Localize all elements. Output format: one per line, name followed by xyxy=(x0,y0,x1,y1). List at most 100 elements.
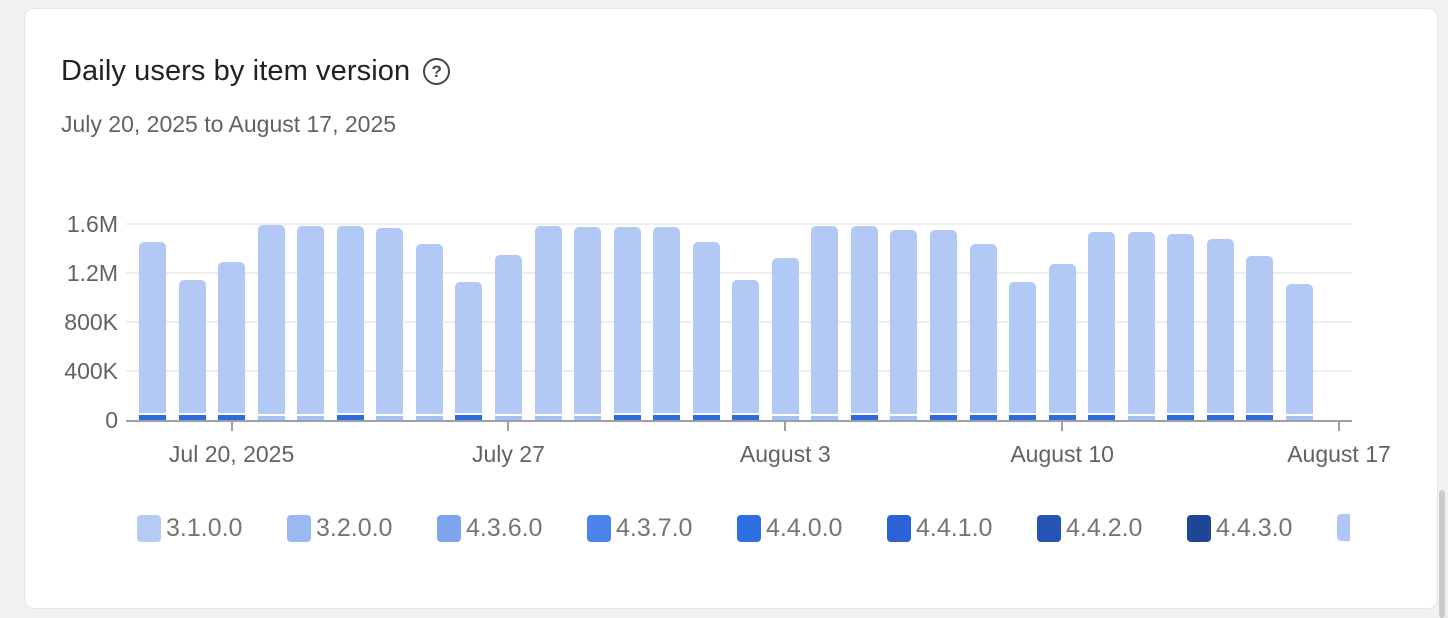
bar[interactable] xyxy=(534,226,562,420)
bar[interactable] xyxy=(1246,256,1274,420)
bar[interactable] xyxy=(1048,264,1076,420)
bar[interactable] xyxy=(574,227,602,420)
page-title: Daily users by item version xyxy=(61,55,411,87)
y-axis-label: 0 xyxy=(105,407,118,433)
x-axis-tick xyxy=(230,422,233,431)
bar-segment-main xyxy=(336,226,364,413)
bar-segment-main xyxy=(257,225,285,414)
bar[interactable] xyxy=(376,228,404,420)
bar-segment-main xyxy=(297,226,325,414)
bar[interactable] xyxy=(218,262,246,420)
bar-segment-accent xyxy=(1167,415,1195,420)
bar[interactable] xyxy=(1009,282,1037,420)
x-axis-label: July 27 xyxy=(472,441,545,467)
daily-users-chart: 1.6M 1.2M 800K 400K 0 Jul 20, 2025 July 27 Aug… xyxy=(25,9,1437,608)
bar-segment-accent xyxy=(455,415,483,420)
bar-segment-gap xyxy=(850,413,878,415)
bar-segment-main xyxy=(1167,234,1195,413)
legend-swatch xyxy=(887,515,911,542)
bar[interactable] xyxy=(692,242,720,420)
bar-segment-gap xyxy=(534,414,562,416)
bar-segment-gap xyxy=(1167,413,1195,415)
bar-segment-gap xyxy=(218,413,246,415)
bar-segment-main xyxy=(653,227,681,413)
legend-item-3-2-0-0: 3.2.0.0 xyxy=(287,514,392,543)
bar[interactable] xyxy=(1206,239,1234,420)
bar-segment-gap xyxy=(811,414,839,416)
legend-label: 3.1.0.0 xyxy=(166,514,243,542)
bar-segment-gap xyxy=(139,413,166,415)
bar[interactable] xyxy=(178,280,206,420)
bar-segment-gap xyxy=(969,413,997,415)
bar-segment-accent xyxy=(930,415,957,420)
bar[interactable] xyxy=(257,225,285,420)
legend-swatch xyxy=(587,515,611,542)
bar[interactable] xyxy=(771,258,799,420)
bar-segment-main xyxy=(178,280,206,413)
bar-segment-accent xyxy=(969,415,997,420)
help-icon[interactable]: ? xyxy=(423,58,451,85)
bar[interactable] xyxy=(494,255,522,420)
x-axis-label: August 3 xyxy=(739,441,831,467)
gridline xyxy=(126,223,1352,225)
bar-segment-accent xyxy=(376,416,404,420)
legend-label: 4.4.3.0 xyxy=(1216,514,1293,542)
legend-item-4-3-6-0: 4.3.6.0 xyxy=(437,514,542,543)
bar-segment-gap xyxy=(376,414,404,416)
bar-segment-accent xyxy=(692,415,720,420)
bar[interactable] xyxy=(653,227,681,420)
bar-segment-main xyxy=(1088,232,1116,413)
bar-segment-accent xyxy=(574,416,602,420)
bar[interactable] xyxy=(969,244,997,420)
page-scrollbar-thumb[interactable] xyxy=(1439,490,1445,618)
legend-item-4-4-3-0: 4.4.3.0 xyxy=(1187,514,1292,543)
bar-segment-accent xyxy=(811,416,839,420)
bar[interactable] xyxy=(1088,232,1116,420)
bar-segment-main xyxy=(732,280,760,413)
bar[interactable] xyxy=(1127,232,1155,420)
bar[interactable] xyxy=(1167,234,1195,420)
plot-area xyxy=(126,223,1352,420)
y-axis-label: 1.6M xyxy=(66,211,118,237)
bar[interactable] xyxy=(336,226,364,420)
bar-segment-main xyxy=(534,226,562,414)
bar-segment-main xyxy=(455,282,483,413)
bar-segment-accent xyxy=(297,416,325,420)
bar-segment-gap xyxy=(771,414,799,416)
bar[interactable] xyxy=(455,282,483,420)
bar[interactable] xyxy=(930,230,957,420)
bar-segment-main xyxy=(1009,282,1037,413)
date-range: July 20, 2025 to August 17, 2025 xyxy=(61,111,397,137)
bar[interactable] xyxy=(415,244,443,420)
bar[interactable] xyxy=(732,280,760,420)
bar[interactable] xyxy=(850,226,878,420)
y-axis-label: 400K xyxy=(64,358,118,384)
bar-segment-accent xyxy=(336,415,364,420)
bar-segment-main xyxy=(376,228,404,414)
bar-segment-accent xyxy=(1206,415,1234,420)
bar-segment-main xyxy=(415,244,443,414)
bar-segment-main xyxy=(494,255,522,414)
bar[interactable] xyxy=(613,227,641,420)
bar-segment-accent xyxy=(1048,415,1076,420)
x-axis-label: August 17 xyxy=(1287,441,1391,467)
bar-segment-gap xyxy=(1127,414,1155,416)
y-axis-label: 800K xyxy=(64,309,118,335)
bar-segment-main xyxy=(890,230,918,414)
bar-segment-gap xyxy=(1048,413,1076,415)
bar-segment-main xyxy=(771,258,799,414)
legend-swatch xyxy=(137,515,161,542)
bar-segment-gap xyxy=(257,414,285,416)
bar[interactable] xyxy=(297,226,325,420)
bar[interactable] xyxy=(139,242,166,420)
bar-segment-accent xyxy=(613,415,641,420)
bar-segment-gap xyxy=(1246,413,1274,415)
bar-segment-gap xyxy=(574,414,602,416)
bar-segment-gap xyxy=(732,413,760,415)
legend-swatch xyxy=(1187,515,1211,542)
legend-swatch xyxy=(287,515,311,542)
bar[interactable] xyxy=(1285,284,1313,420)
bar[interactable] xyxy=(890,230,918,420)
bar-segment-accent xyxy=(534,416,562,420)
bar[interactable] xyxy=(811,226,839,420)
